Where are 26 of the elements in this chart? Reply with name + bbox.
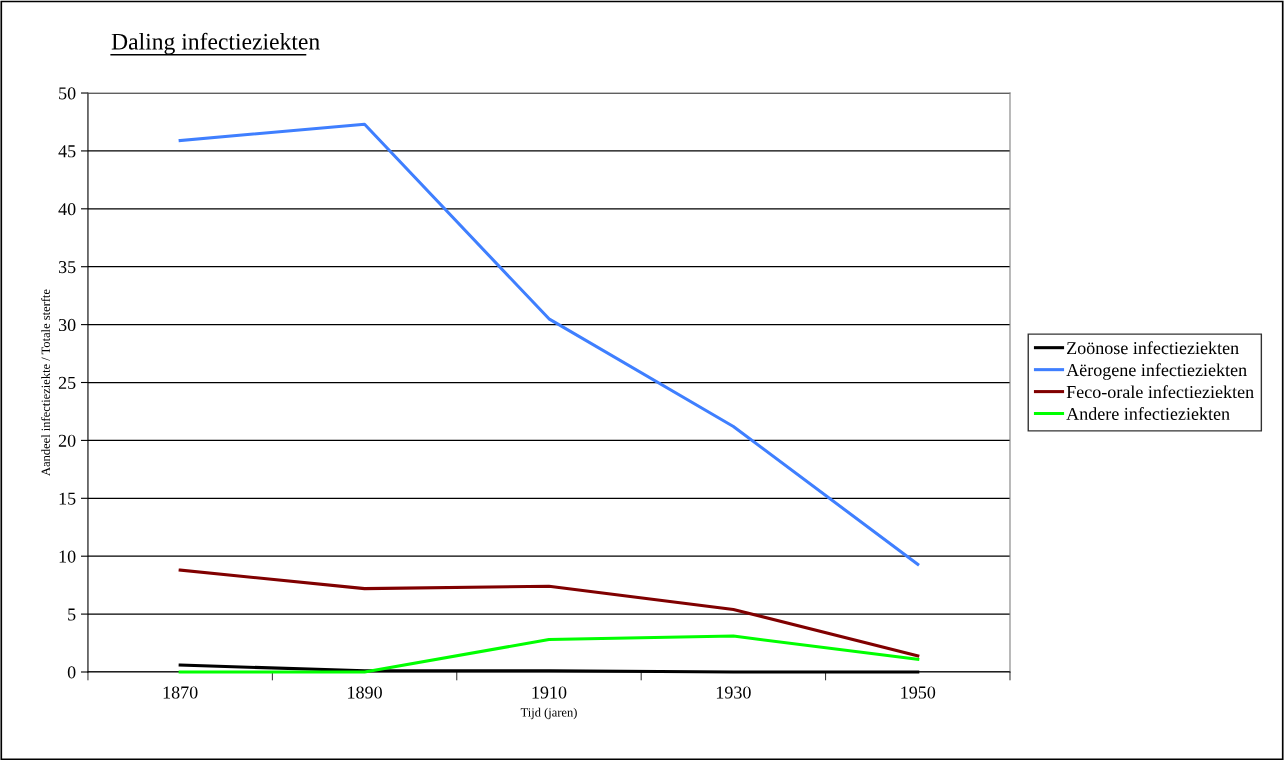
legend-label: Andere infectieziekten xyxy=(1066,407,1230,420)
x-tick-label: 1890 xyxy=(348,686,382,699)
x-tick-label: 1910 xyxy=(532,686,567,699)
x-tick-label: 1930 xyxy=(716,686,751,699)
line-series xyxy=(178,568,920,658)
legend-label: Aërogene infectieziekten xyxy=(1066,363,1247,380)
y-tick-label: 0 xyxy=(67,666,76,679)
legend-label: Feco-orale infectieziekten xyxy=(1066,385,1254,399)
x-tick-label: 1870 xyxy=(163,686,198,699)
x-axis-title: Tijd (jaren) xyxy=(520,707,577,720)
legend-label: Zoönose infectieziekten xyxy=(1067,341,1239,355)
y-tick-label: 50 xyxy=(59,87,76,100)
y-tick-label: 15 xyxy=(59,492,76,505)
chart-title: Daling infectieziekten xyxy=(111,32,320,55)
x-tick-label: 1950 xyxy=(901,686,936,699)
line-series xyxy=(178,122,920,566)
y-tick-label: 30 xyxy=(58,318,76,332)
y-tick-label: 25 xyxy=(58,376,76,389)
y-tick-label: 10 xyxy=(59,550,76,563)
y-tick-label: 40 xyxy=(58,203,76,216)
y-tick-label: 45 xyxy=(58,145,76,158)
y-tick-label: 20 xyxy=(58,434,76,447)
y-axis-title: Aandeel infectieziekte / Totale sterfte xyxy=(41,289,50,476)
y-tick-label: 5 xyxy=(68,608,76,621)
y-tick-label: 35 xyxy=(58,261,76,274)
line-series xyxy=(178,634,920,674)
